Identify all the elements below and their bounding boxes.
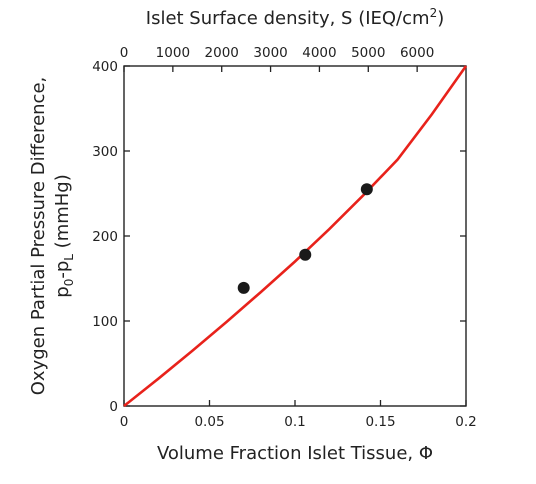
y-tick-label: 0	[109, 399, 118, 415]
top-tick-label: 6000	[400, 45, 434, 61]
y-axis-ticks: 0 100 200 300 400	[92, 59, 466, 415]
y-axis-title-line2: p0-pL (mmHg)	[52, 174, 76, 297]
y-tick-label: 100	[92, 314, 118, 330]
x-axis-ticks: 0 0.05 0.1 0.15 0.2	[120, 400, 477, 430]
top-tick-label: 2000	[205, 45, 239, 61]
data-point	[299, 248, 312, 261]
top-tick-label: 4000	[302, 45, 336, 61]
top-axis-title: Islet Surface density, S (IEQ/cm2)	[146, 6, 444, 29]
data-point	[237, 281, 250, 294]
data-point	[360, 183, 373, 196]
x-axis-title: Volume Fraction Islet Tissue, Φ	[157, 443, 433, 464]
x-tick-label: 0.15	[365, 414, 395, 430]
y-tick-label: 200	[92, 229, 118, 245]
top-tick-label: 0	[120, 45, 129, 61]
plot-frame	[123, 65, 467, 407]
top-tick-label: 5000	[351, 45, 385, 61]
y-tick-label: 300	[92, 144, 118, 160]
x-tick-label: 0.1	[284, 414, 305, 430]
x-tick-label: 0	[120, 414, 129, 430]
x-tick-label: 0.2	[455, 414, 476, 430]
top-tick-label: 1000	[156, 45, 190, 61]
y-tick-label: 400	[92, 59, 118, 75]
x-tick-label: 0.05	[194, 414, 224, 430]
model-curve	[123, 65, 468, 408]
y-axis-title-line1: Oxygen Partial Pressure Difference,	[28, 77, 49, 396]
data-points	[237, 183, 373, 294]
top-tick-label: 3000	[253, 45, 287, 61]
y-axis-title: Oxygen Partial Pressure Difference, p0-p…	[28, 77, 76, 396]
top-axis-ticks: 0 1000 2000 3000 4000 5000 6000	[120, 45, 434, 72]
